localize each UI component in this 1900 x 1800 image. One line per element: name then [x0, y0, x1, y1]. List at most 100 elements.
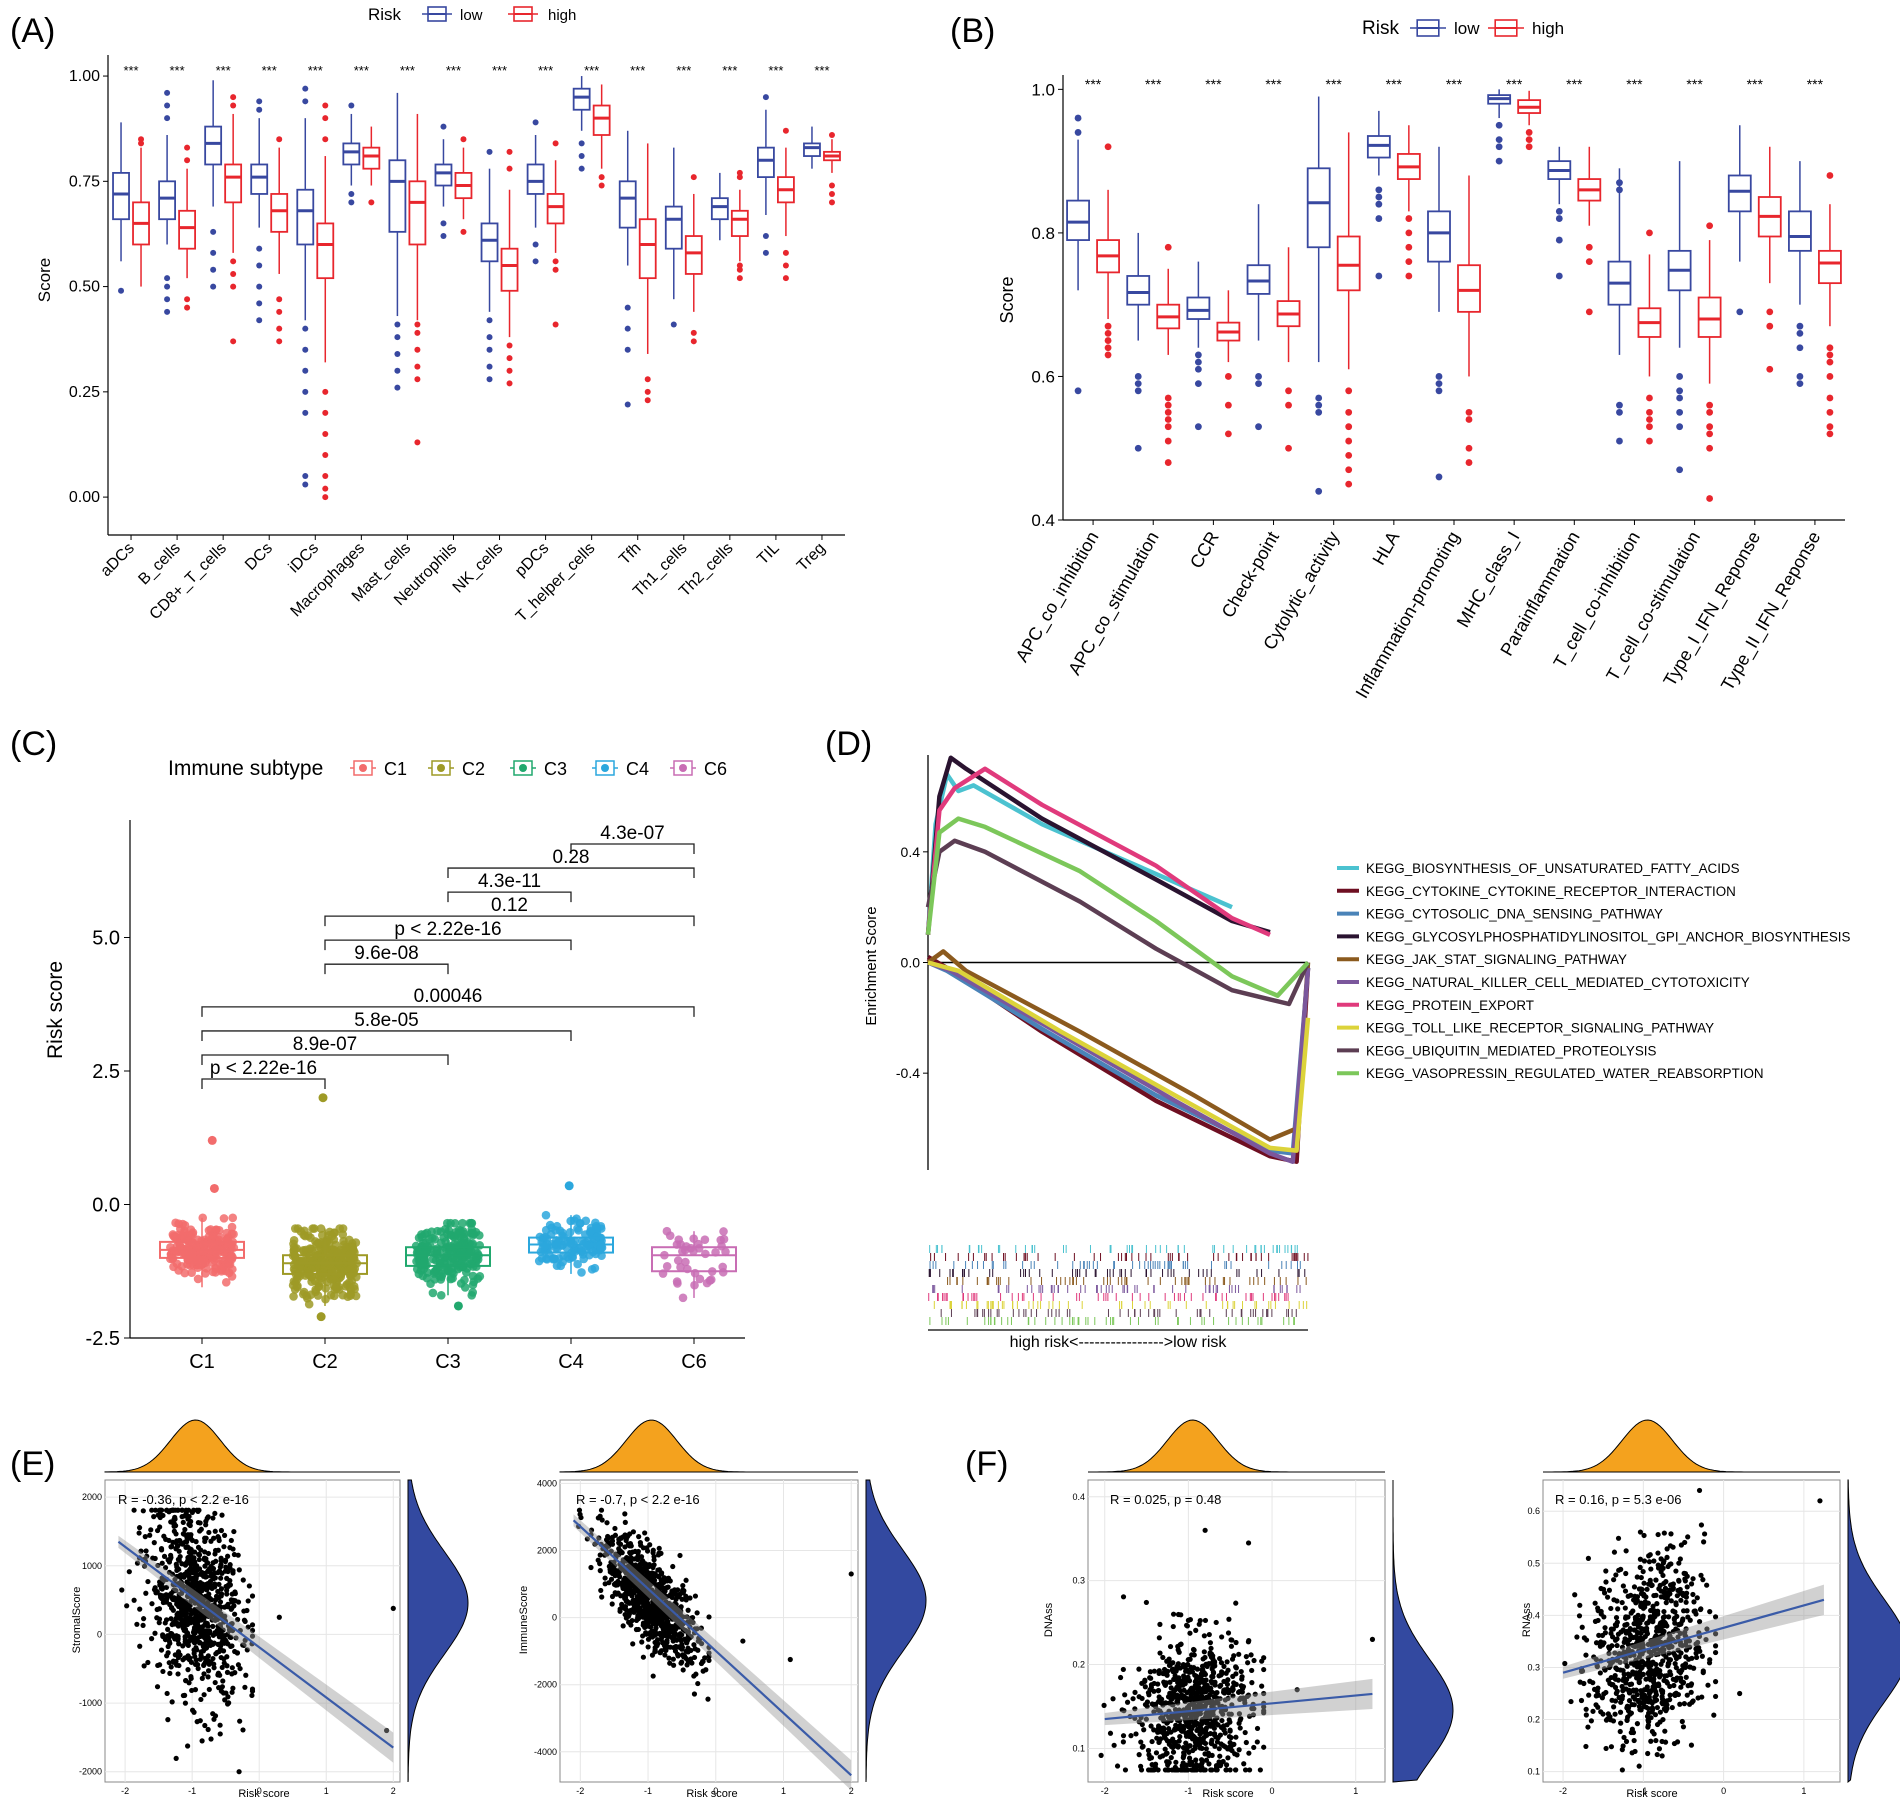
outlier-point [256, 262, 263, 269]
data-point [141, 1616, 147, 1622]
box-low [757, 94, 775, 256]
data-point [141, 1663, 147, 1669]
data-point [1156, 1727, 1162, 1733]
jitter-point [662, 1262, 672, 1271]
data-point [143, 1590, 149, 1596]
outlier-point [414, 329, 421, 336]
box-iqr [178, 209, 196, 250]
data-point [675, 1620, 681, 1626]
outlier-point [1194, 351, 1202, 359]
data-point [1251, 1657, 1257, 1664]
data-point [1712, 1614, 1719, 1620]
data-point [1197, 1731, 1203, 1737]
data-point [1249, 1705, 1255, 1712]
outlier-point [506, 148, 513, 155]
data-point [679, 1596, 685, 1602]
x-tick-label: 0 [1270, 1786, 1275, 1796]
data-point [168, 1552, 174, 1558]
data-point [152, 1630, 158, 1636]
data-point [230, 1570, 236, 1576]
data-point [191, 1555, 197, 1561]
significance-label: *** [1747, 76, 1764, 92]
data-point [1230, 1693, 1236, 1699]
data-point [1254, 1739, 1260, 1745]
jitter-point [436, 1227, 446, 1236]
data-point [210, 1560, 216, 1566]
data-point [222, 1557, 229, 1563]
jitter-point [437, 1272, 446, 1281]
data-point [642, 1592, 648, 1599]
data-point [212, 1528, 218, 1534]
outlier-point [230, 258, 237, 265]
box-low [1788, 161, 1812, 388]
data-point [638, 1554, 645, 1560]
data-point [173, 1531, 179, 1537]
jitter-point [304, 1299, 314, 1309]
y-tick-label: 0.00 [69, 489, 100, 506]
data-point [1144, 1703, 1150, 1709]
data-point [223, 1564, 229, 1570]
data-point [174, 1620, 180, 1626]
panel-d-label: (D) [825, 725, 872, 763]
data-point [162, 1597, 169, 1603]
data-point [234, 1650, 241, 1656]
outlier-point [322, 485, 329, 492]
data-point [183, 1610, 190, 1616]
outlier-point [207, 1135, 217, 1145]
data-point [1221, 1678, 1227, 1685]
data-point [168, 1544, 174, 1550]
data-point [231, 1528, 237, 1535]
data-point [228, 1537, 234, 1544]
data-point [1161, 1700, 1167, 1707]
comparison-bracket: 5.8e-05 [201, 1010, 572, 1041]
data-point [1240, 1684, 1247, 1690]
box-high [454, 136, 473, 235]
data-point [1216, 1746, 1222, 1752]
data-point [235, 1616, 241, 1623]
outlier-point [1375, 272, 1383, 280]
data-point [1207, 1685, 1214, 1692]
data-point [216, 1537, 222, 1544]
data-point [1369, 1636, 1376, 1642]
outlier-point [486, 334, 493, 341]
data-point [1236, 1720, 1242, 1726]
data-point [1238, 1668, 1244, 1675]
data-point [219, 1512, 225, 1518]
outlier-point [782, 127, 789, 134]
data-point [1156, 1635, 1162, 1641]
data-point [1227, 1767, 1233, 1773]
outlier-point [210, 266, 217, 273]
data-point [175, 1556, 182, 1563]
box-iqr [710, 197, 729, 221]
significance-label: *** [768, 63, 783, 78]
jitter-point [718, 1267, 728, 1277]
data-point [1170, 1623, 1176, 1630]
data-point [276, 1614, 282, 1620]
x-tick-label: 1 [324, 1786, 329, 1796]
data-point [636, 1534, 642, 1540]
data-point [168, 1664, 174, 1670]
outlier-point [1134, 380, 1142, 388]
data-point [1136, 1666, 1142, 1672]
jitter-point [170, 1232, 180, 1242]
data-point [178, 1606, 185, 1612]
data-point [204, 1594, 210, 1600]
data-point [169, 1699, 175, 1705]
data-point [605, 1533, 611, 1540]
data-point [637, 1561, 644, 1567]
data-point [1193, 1627, 1199, 1633]
data-point [1155, 1767, 1161, 1773]
x-tick-label: -1 [1639, 1786, 1647, 1796]
data-point [1191, 1700, 1197, 1706]
data-point [187, 1522, 193, 1529]
outlier-point [256, 98, 263, 105]
data-point [1259, 1658, 1265, 1664]
data-point [660, 1625, 666, 1632]
data-point [149, 1601, 155, 1607]
outlier-point [1646, 408, 1653, 416]
data-point [646, 1564, 652, 1570]
box-low [572, 76, 591, 172]
data-point [184, 1579, 190, 1585]
data-point [1236, 1689, 1242, 1695]
box-high [1396, 125, 1421, 280]
